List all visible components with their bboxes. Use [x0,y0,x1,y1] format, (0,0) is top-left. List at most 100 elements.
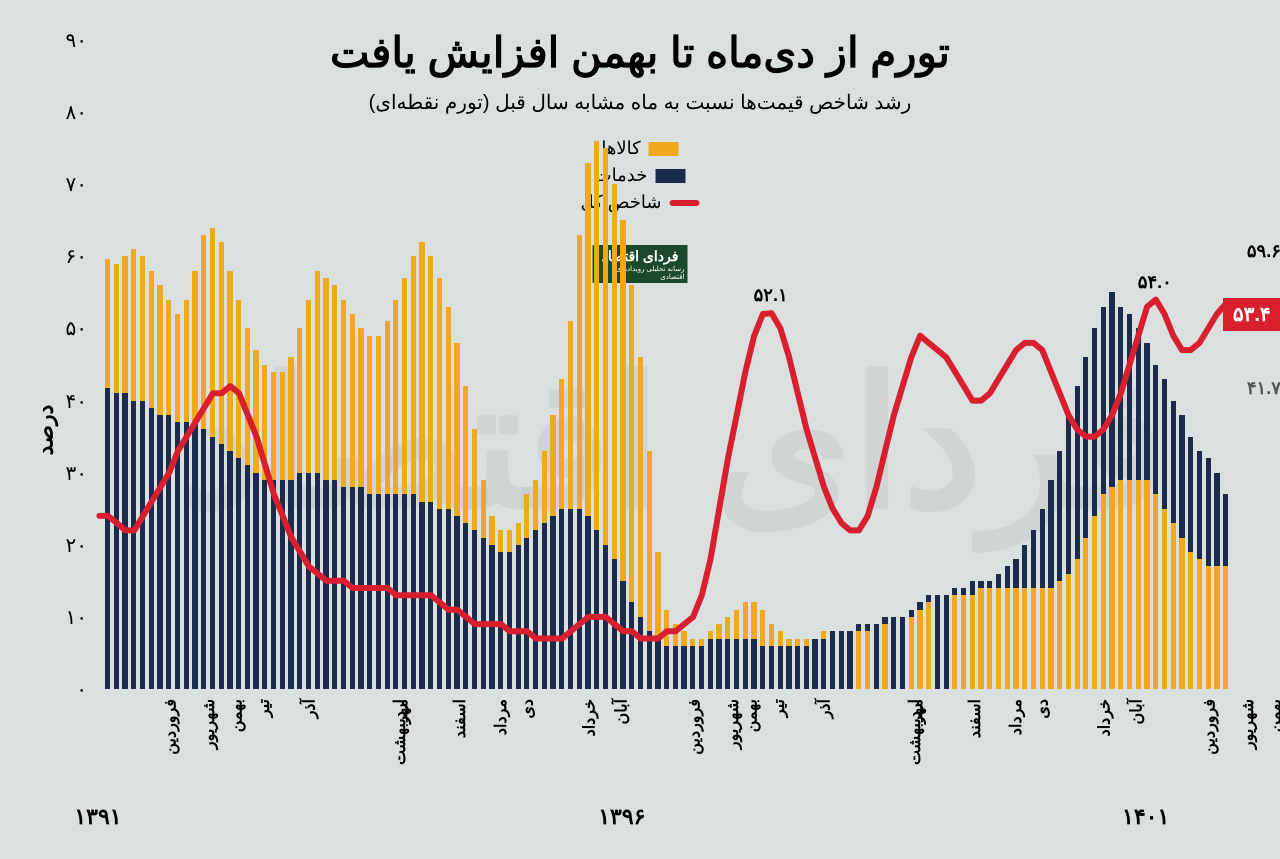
bar-services [778,646,783,689]
bar-group [898,40,907,689]
bar-group [461,40,470,689]
bar-services [192,422,197,689]
bar-group [575,40,584,689]
bar-group [750,40,759,689]
bar-services [428,502,433,689]
bar-group [636,40,645,689]
bar-group [1012,40,1021,689]
bar-group [339,40,348,689]
bar-group [260,40,269,689]
bar-group [121,40,130,689]
bar-group [627,40,636,689]
bar-services [332,480,337,689]
bar-group [470,40,479,689]
bar-goods [970,595,975,689]
bar-services [935,595,940,689]
bar-services [253,473,258,689]
bar-group [785,40,794,689]
bar-group [505,40,514,689]
bar-group [951,40,960,689]
bar-group [758,40,767,689]
bar-goods [1057,581,1062,689]
bar-services [341,487,346,689]
bar-goods [1101,494,1106,689]
bar-group [968,40,977,689]
x-tick: فروردین [1200,699,1220,755]
bar-group [942,40,951,689]
bar-group [1204,40,1213,689]
bar-goods [1022,588,1027,689]
bar-services [323,480,328,689]
bar-services [262,480,267,689]
bar-goods [1179,538,1184,689]
bar-group [164,40,173,689]
bar-services [166,415,171,689]
bar-group [645,40,654,689]
bar-goods [865,631,870,689]
year-label: ۱۳۹۶ [598,804,645,830]
bar-services [804,646,809,689]
bar-services [219,444,224,689]
bar-goods [1066,574,1071,689]
bar-group [514,40,523,689]
bar-goods [1075,559,1080,689]
bar-group [418,40,427,689]
bar-group [924,40,933,689]
bar-group [715,40,724,689]
x-tick: تیر [254,699,274,717]
bar-services [437,509,442,689]
bar-goods [882,624,887,689]
bar-group [112,40,121,689]
bar-group [103,40,112,689]
bar-goods [1040,588,1045,689]
x-tick: دی [518,699,538,719]
bar-group [776,40,785,689]
bar-group [671,40,680,689]
bar-group [479,40,488,689]
x-tick: مهر [392,699,412,724]
bar-goods [909,617,914,689]
chart-container: فردای اقتصاد تورم از دی‌ماه تا بهمن افزا… [0,0,1280,859]
bar-group [357,40,366,689]
bar-group [619,40,628,689]
bar-group [907,40,916,689]
bar-group [1221,40,1230,689]
bar-group [226,40,235,689]
bar-goods [1136,480,1141,689]
bar-goods [926,602,931,689]
x-tick: تیر [770,699,790,717]
bar-group [523,40,532,689]
bar-services [647,631,652,689]
annotation: ۴۱.۷ [1247,378,1280,399]
bar-group [540,40,549,689]
x-tick: آذر [814,699,834,718]
bar-group [1020,40,1029,689]
bar-group [557,40,566,689]
bar-group [1143,40,1152,689]
x-tick: اسفند [965,699,985,738]
bar-group [392,40,401,689]
bar-group [409,40,418,689]
bar-group [1178,40,1187,689]
bar-group [802,40,811,689]
bar-services [655,639,660,689]
bar-services [664,646,669,689]
bar-services [542,523,547,689]
bar-services [393,494,398,689]
bar-group [959,40,968,689]
bar-services [184,422,189,689]
bar-services [367,494,372,689]
bar-services [716,639,721,689]
bar-group [1160,40,1169,689]
bar-services [105,388,110,689]
bar-goods [856,631,861,689]
bar-group [1186,40,1195,689]
bar-services [245,465,250,689]
bar-services [603,545,608,689]
bar-group [977,40,986,689]
bar-services [699,646,704,689]
x-tick: بهمن [741,699,761,732]
bar-group [1082,40,1091,689]
bar-services [874,624,879,689]
bar-group [688,40,697,689]
